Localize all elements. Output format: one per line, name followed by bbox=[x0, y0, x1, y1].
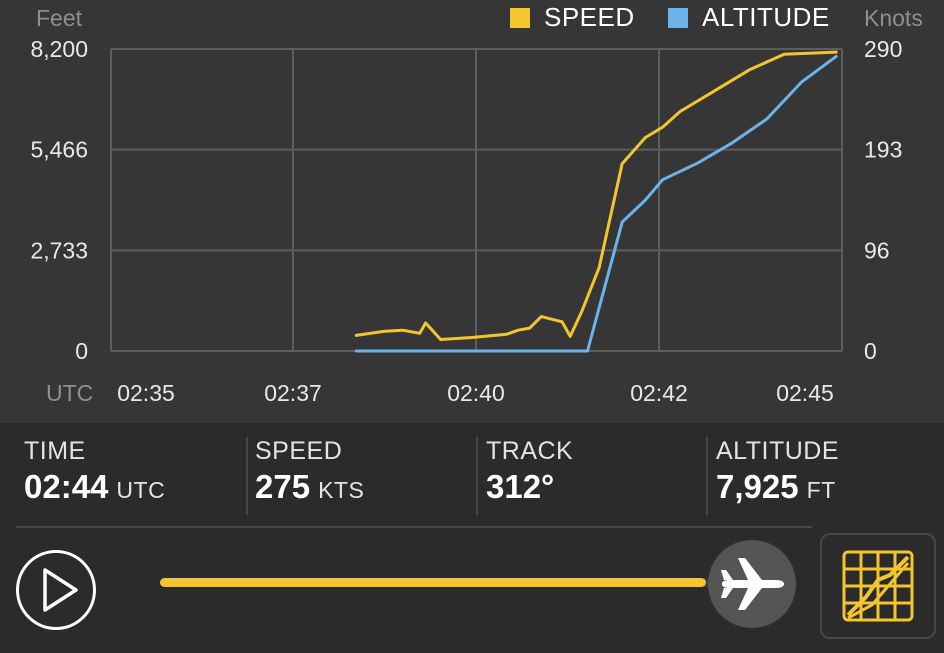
left-tick-label: 8,200 bbox=[30, 36, 88, 62]
legend-altitude-label: ALTITUDE bbox=[702, 2, 830, 32]
stat-time-label: TIME bbox=[24, 437, 86, 465]
stat-speed-unit: KTS bbox=[318, 477, 365, 503]
utc-axis-label: UTC bbox=[46, 380, 93, 406]
legend-speed-label: SPEED bbox=[544, 2, 635, 32]
playback-slider-track[interactable] bbox=[160, 578, 735, 587]
panel-divider bbox=[16, 526, 812, 528]
chart-svg: 8,200 290 5,466 193 2,733 96 0 0 02:35 02:37 02:40… bbox=[30, 36, 902, 406]
x-tick-label: 02:45 bbox=[776, 380, 834, 406]
info-panel: TIME 02:44 UTC SPEED 275 KTS TRACK 312° AL… bbox=[0, 423, 944, 653]
legend-altitude: ALTITUDE bbox=[668, 2, 830, 33]
play-button[interactable] bbox=[16, 550, 96, 630]
stat-divider bbox=[246, 437, 248, 515]
left-axis-title: Feet bbox=[36, 5, 83, 31]
stat-speed-label: SPEED bbox=[255, 437, 343, 465]
x-tick-label: 02:37 bbox=[264, 380, 322, 406]
stat-speed-value: 275 bbox=[255, 468, 311, 505]
left-tick-label: 2,733 bbox=[30, 237, 88, 263]
stat-altitude-value: 7,925 bbox=[716, 468, 799, 505]
playback-slider-thumb[interactable] bbox=[708, 540, 796, 628]
stat-divider bbox=[476, 437, 478, 515]
stat-divider bbox=[706, 437, 708, 515]
stat-altitude-unit: FT bbox=[806, 477, 836, 503]
stat-speed: SPEED 275 KTS bbox=[255, 437, 364, 527]
right-tick-label: 0 bbox=[864, 338, 877, 364]
stat-altitude-label: ALTITUDE bbox=[716, 437, 839, 465]
legend-speed: SPEED bbox=[510, 2, 635, 33]
flight-chart: Feet Knots SPEED ALTITUDE 8,200 290 5,466 1… bbox=[30, 2, 923, 406]
stat-time-unit: UTC bbox=[116, 477, 166, 503]
series-line-altitude bbox=[354, 54, 838, 353]
legend-altitude-swatch bbox=[668, 7, 688, 28]
x-tick-label: 02:42 bbox=[630, 380, 688, 406]
left-tick-label: 5,466 bbox=[30, 137, 88, 163]
right-tick-label: 290 bbox=[864, 36, 902, 62]
playback-slider-fill bbox=[160, 578, 707, 587]
stat-track: TRACK 312° bbox=[486, 437, 573, 527]
stat-time-value: 02:44 bbox=[24, 468, 109, 505]
series-line-speed bbox=[354, 50, 838, 341]
legend-speed-swatch bbox=[510, 7, 530, 28]
x-tick-label: 02:35 bbox=[117, 380, 175, 406]
graph-toggle-button[interactable] bbox=[820, 533, 936, 639]
left-tick-label: 0 bbox=[75, 338, 88, 364]
stat-track-label: TRACK bbox=[486, 437, 574, 465]
chart-grid-icon bbox=[842, 550, 914, 622]
airplane-icon bbox=[721, 558, 784, 610]
play-icon bbox=[43, 568, 78, 612]
right-tick-label: 193 bbox=[864, 137, 902, 163]
stat-track-value: 312° bbox=[486, 468, 555, 505]
right-axis-title: Knots bbox=[864, 5, 923, 31]
x-tick-label: 02:40 bbox=[447, 380, 505, 406]
right-tick-label: 96 bbox=[864, 237, 890, 263]
stat-altitude: ALTITUDE 7,925 FT bbox=[716, 437, 839, 527]
stat-time: TIME 02:44 UTC bbox=[24, 437, 165, 527]
